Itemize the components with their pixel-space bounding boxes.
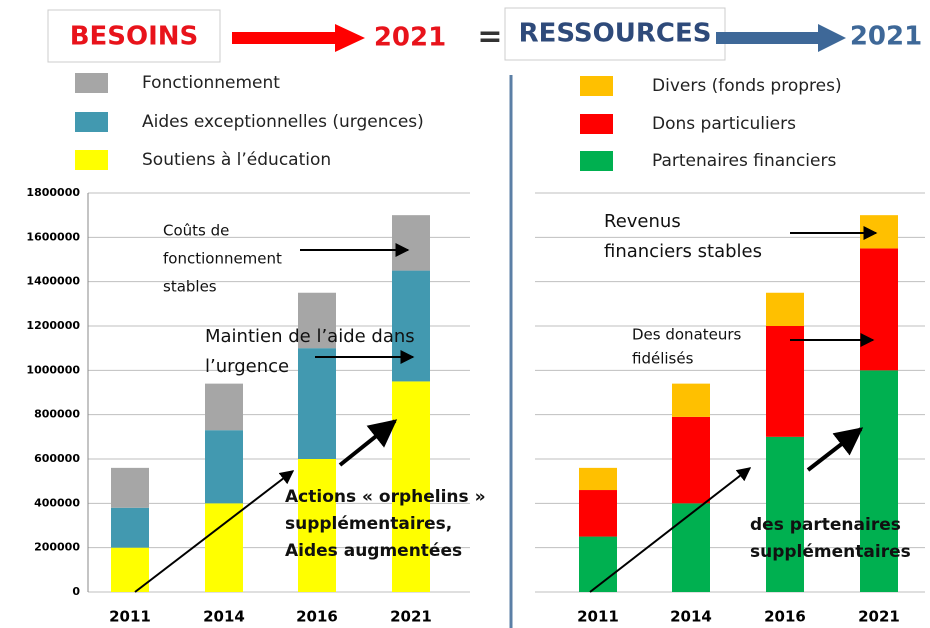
bar-segment (111, 547, 149, 592)
left-title: BESOINS (70, 22, 199, 52)
right-title: RESSOURCES (519, 19, 712, 49)
annotation: fonctionnement (163, 250, 282, 268)
annotation: Des donateurs (632, 326, 742, 344)
bar-segment (298, 348, 336, 459)
x-tick-label: 2016 (764, 608, 806, 626)
x-tick-label: 2011 (577, 608, 619, 626)
legend-label: Partenaires financiers (652, 151, 836, 171)
y-tick-label: 1600000 (26, 230, 80, 243)
bar-segment (860, 215, 898, 249)
annotation: des partenaires (750, 515, 901, 535)
legend-swatch (75, 150, 108, 170)
annotation: Maintien de l’aide dans (205, 326, 415, 347)
bar-segment (860, 248, 898, 371)
arrow (338, 419, 398, 467)
bar-segment (766, 326, 804, 437)
annotation: l’urgence (205, 356, 289, 377)
legend-label: Soutiens à l’éducation (142, 150, 331, 170)
annotation-arrows (134, 226, 878, 593)
bar-segment (579, 536, 617, 592)
y-tick-label: 1400000 (26, 275, 80, 288)
bar-segment (766, 436, 804, 592)
annotation: Revenus (604, 211, 681, 232)
legend-label: Dons particuliers (652, 114, 796, 134)
annotation: Coûts de (163, 222, 229, 240)
annotation: Aides augmentées (285, 541, 462, 561)
legend-swatch (75, 73, 108, 93)
y-tick-label: 0 (72, 585, 80, 598)
arrow (589, 467, 752, 593)
legend-swatch (580, 114, 613, 134)
equals: = (477, 20, 502, 55)
right-arrow (716, 24, 846, 52)
right-year: 2021 (850, 22, 922, 52)
y-tick-label: 1200000 (26, 319, 80, 332)
x-tick-label: 2021 (858, 608, 900, 626)
x-tick-label: 2014 (203, 608, 245, 626)
bar-segment (672, 416, 710, 504)
legend-label: Divers (fonds propres) (652, 76, 842, 96)
x-tick-label: 2011 (109, 608, 151, 626)
arrow (134, 470, 295, 593)
y-tick-label: 600000 (34, 452, 80, 465)
annotation: financiers stables (604, 241, 762, 262)
bar-segment (205, 503, 243, 592)
bar-segment (860, 370, 898, 592)
legend-swatch (75, 112, 108, 132)
legend-label: Fonctionnement (142, 73, 280, 93)
y-tick-label: 1000000 (26, 363, 80, 376)
y-tick-label: 800000 (34, 408, 80, 421)
legend-label: Aides exceptionnelles (urgences) (142, 112, 424, 132)
x-tick-label: 2016 (296, 608, 338, 626)
bar-segment (579, 490, 617, 537)
annotation: stables (163, 278, 217, 296)
bar-segment (579, 467, 617, 491)
right-title-box (504, 7, 726, 61)
bar-segment (672, 383, 710, 417)
bar-segment (111, 467, 149, 508)
bar-segment (298, 292, 336, 349)
annotation: supplémentaires (750, 542, 911, 562)
left-arrow (232, 24, 365, 52)
arrow (806, 427, 864, 472)
left-year: 2021 (374, 23, 446, 53)
left-title-box (47, 9, 221, 63)
bar-segment (392, 215, 430, 271)
bar-segment (205, 430, 243, 504)
bar-segment (205, 383, 243, 431)
annotation: supplémentaires, (285, 514, 452, 534)
annotation: Actions « orphelins » (285, 487, 486, 507)
bar-segment (298, 459, 336, 592)
y-tick-label: 400000 (34, 496, 80, 509)
bar-segment (766, 292, 804, 326)
x-tick-label: 2021 (390, 608, 432, 626)
y-tick-label: 1800000 (26, 186, 80, 199)
bar-segment (672, 503, 710, 592)
bar-segment (392, 381, 430, 592)
bar-segment (111, 507, 149, 548)
legend-swatch (580, 151, 613, 171)
x-tick-label: 2014 (670, 608, 712, 626)
legend-swatch (580, 76, 613, 96)
y-tick-label: 200000 (34, 541, 80, 554)
annotation: fidélisés (632, 350, 694, 368)
